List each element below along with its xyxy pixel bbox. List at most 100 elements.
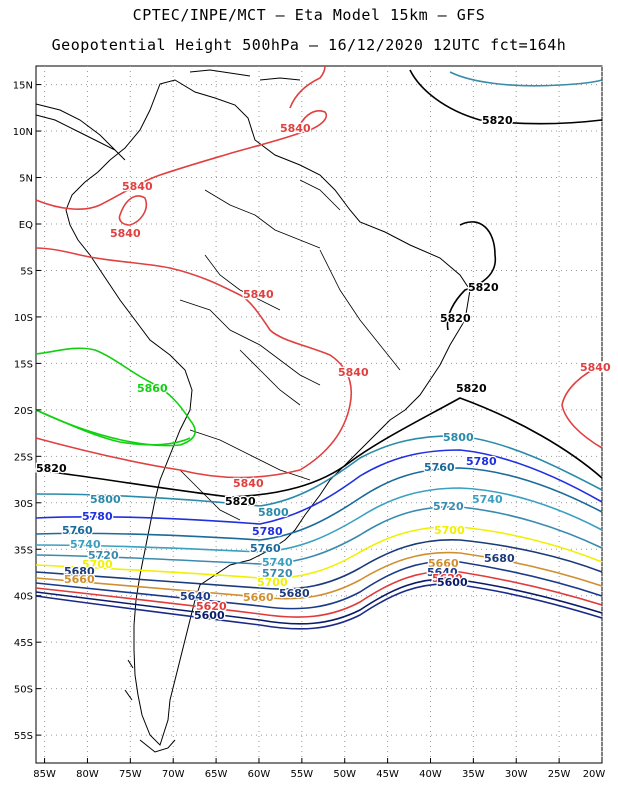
map-title-line-1: CPTEC/INPE/MCT – Eta Model 15km – GFS bbox=[132, 6, 486, 24]
contour-5700 bbox=[35, 525, 603, 580]
contour-5840-loop bbox=[118, 195, 148, 226]
contour-label-5640: 5640 bbox=[427, 566, 458, 579]
lat-tick-label: 5S bbox=[20, 266, 33, 277]
contour-5820-north bbox=[409, 69, 603, 125]
lat-tick-label: 35S bbox=[14, 545, 33, 556]
contour-label-5820: 5820 bbox=[440, 312, 471, 325]
lon-tick-label: 65W bbox=[205, 769, 228, 780]
lat-tick-label: 15S bbox=[14, 359, 33, 370]
contour-5660 bbox=[35, 551, 603, 600]
contour-label-5740: 5740 bbox=[472, 493, 503, 506]
lon-tick-label: 50W bbox=[333, 769, 356, 780]
contour-label-5740: 5740 bbox=[70, 538, 101, 551]
contour-5820-south bbox=[35, 397, 603, 498]
lon-tick-label: 75W bbox=[119, 769, 142, 780]
map-frame bbox=[35, 65, 603, 764]
contour-label-5800: 5800 bbox=[443, 431, 474, 444]
axis-ticks: 15N 10N 5N EQ 5S 10S 15S 20S 25S 30S 35S 40S 45S 50S 5… bbox=[13, 81, 606, 780]
contour-label-5780: 5780 bbox=[252, 525, 283, 538]
contour-label-5840: 5840 bbox=[122, 180, 153, 193]
lon-tick-label: 20W bbox=[583, 769, 606, 780]
contour-label-5660: 5660 bbox=[243, 591, 274, 604]
contour-label-5660: 5660 bbox=[428, 557, 459, 570]
contour-label-5660: 5660 bbox=[64, 573, 95, 586]
contour-label-5600: 5600 bbox=[194, 609, 225, 622]
lat-tick-label: EQ bbox=[19, 220, 33, 231]
lat-tick-label: 50S bbox=[14, 685, 33, 696]
patagonia-islands bbox=[124, 659, 176, 753]
lat-tick-label: 10S bbox=[14, 313, 33, 324]
contour-label-5780: 5780 bbox=[466, 455, 497, 468]
contour-5860-inner bbox=[35, 409, 191, 446]
contour-label-5760: 5760 bbox=[250, 542, 281, 555]
contours bbox=[35, 65, 603, 630]
contour-label-5740: 5740 bbox=[262, 556, 293, 569]
contour-label-5640: 5640 bbox=[180, 590, 211, 603]
lat-tick-label: 30S bbox=[14, 499, 33, 510]
lon-tick-label: 60W bbox=[248, 769, 271, 780]
country-borders bbox=[179, 179, 401, 521]
contour-5740 bbox=[35, 487, 603, 553]
lon-tick-label: 35W bbox=[462, 769, 485, 780]
contour-5800-nw bbox=[449, 71, 603, 87]
contour-label-5680: 5680 bbox=[279, 587, 310, 600]
contour-label-5820: 5820 bbox=[456, 382, 487, 395]
central-america-coast bbox=[35, 103, 126, 161]
contour-5680 bbox=[35, 538, 603, 590]
contour-label-5840: 5840 bbox=[280, 122, 311, 135]
south-america-coast bbox=[65, 79, 471, 746]
map-title-line-2: Geopotential Height 500hPa – 16/12/2020 … bbox=[51, 36, 567, 54]
contour-5580 bbox=[35, 583, 603, 630]
contour-label-5600: 5600 bbox=[437, 576, 468, 589]
contour-5600 bbox=[35, 578, 603, 625]
contour-label-5820: 5820 bbox=[482, 114, 513, 127]
contour-5820-ne bbox=[446, 221, 496, 331]
lon-tick-label: 30W bbox=[505, 769, 528, 780]
lon-tick-label: 45W bbox=[376, 769, 399, 780]
contour-label-5720: 5720 bbox=[433, 500, 464, 513]
lon-tick-label: 55W bbox=[291, 769, 314, 780]
contour-5780 bbox=[35, 449, 603, 525]
contour-5860 bbox=[35, 347, 196, 447]
coastlines bbox=[35, 69, 471, 753]
contour-label-5620: 5620 bbox=[196, 600, 227, 613]
lat-tick-label: 15N bbox=[13, 81, 33, 92]
contour-5840-main bbox=[35, 247, 352, 479]
contour-labels: 5840 5840 5840 5840 5840 5840 5840 5820 5820 5820… bbox=[35, 113, 612, 624]
lat-tick-label: 55S bbox=[14, 731, 33, 742]
contour-5640 bbox=[35, 560, 603, 610]
lat-tick-label: 45S bbox=[14, 638, 33, 649]
contour-label-5720: 5720 bbox=[262, 567, 293, 580]
contour-label-5760: 5760 bbox=[62, 524, 93, 537]
contour-label-5720: 5720 bbox=[88, 549, 119, 562]
contour-label-5820: 5820 bbox=[36, 462, 67, 475]
lon-tick-label: 85W bbox=[33, 769, 56, 780]
contour-label-5700: 5700 bbox=[257, 576, 288, 589]
contour-label-5820: 5820 bbox=[468, 281, 499, 294]
contour-label-5800: 5800 bbox=[258, 506, 289, 519]
lon-tick-label: 80W bbox=[76, 769, 99, 780]
contour-label-5700: 5700 bbox=[434, 524, 465, 537]
lon-tick-label: 70W bbox=[162, 769, 185, 780]
lat-tick-label: 5N bbox=[19, 174, 33, 185]
lat-tick-label: 25S bbox=[14, 452, 33, 463]
contour-label-5760: 5760 bbox=[424, 461, 455, 474]
contour-label-5680: 5680 bbox=[484, 552, 515, 565]
contour-label-5860: 5860 bbox=[137, 382, 168, 395]
contour-5840-north bbox=[35, 110, 327, 210]
caribbean-islands bbox=[189, 69, 301, 81]
lat-tick-label: 20S bbox=[14, 406, 33, 417]
map-grid bbox=[36, 66, 603, 763]
contour-label-5780: 5780 bbox=[82, 510, 113, 523]
contour-label-5840: 5840 bbox=[580, 361, 611, 374]
contour-label-5840: 5840 bbox=[233, 477, 264, 490]
lat-tick-label: 40S bbox=[14, 592, 33, 603]
contour-label-5820: 5820 bbox=[225, 495, 256, 508]
lon-tick-label: 40W bbox=[419, 769, 442, 780]
contour-5620 bbox=[35, 570, 603, 618]
contour-5720 bbox=[35, 505, 603, 565]
lon-tick-label: 25W bbox=[548, 769, 571, 780]
contour-5840-east bbox=[561, 364, 603, 449]
contour-label-5680: 5680 bbox=[64, 565, 95, 578]
contour-5800 bbox=[35, 435, 603, 507]
